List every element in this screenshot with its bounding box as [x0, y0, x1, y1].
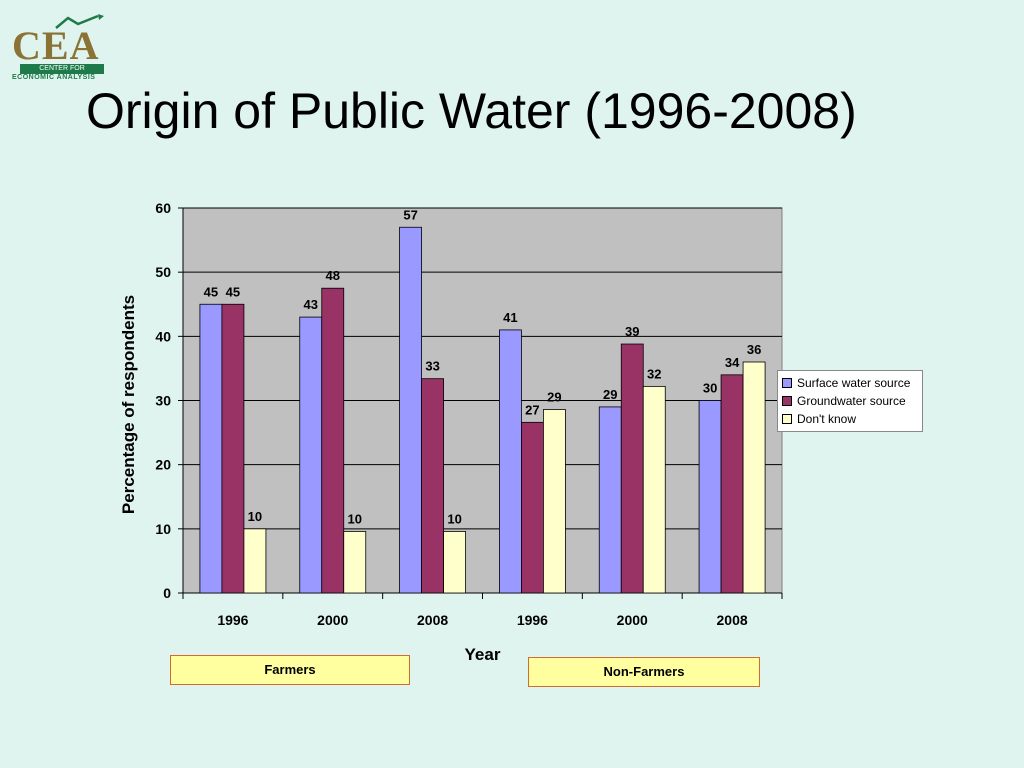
data-label: 57: [403, 207, 417, 222]
bar: [321, 287, 345, 594]
bar: [421, 378, 444, 594]
data-label: 39: [625, 324, 639, 339]
y-axis-title: Percentage of respondents: [119, 295, 138, 514]
group-label-farmers: Farmers: [170, 655, 410, 685]
legend-item-dont-know: Don't know: [782, 410, 922, 428]
data-label: 29: [603, 387, 617, 402]
legend-swatch-groundwater: [782, 396, 792, 406]
x-tick-label: 2008: [417, 612, 448, 628]
y-tick-label: 20: [155, 457, 171, 473]
bar: [742, 361, 766, 594]
x-tick-label: 2000: [317, 612, 348, 628]
legend-swatch-surface: [782, 378, 792, 388]
y-tick-label: 60: [155, 200, 171, 216]
data-label: 43: [304, 297, 318, 312]
data-label: 45: [226, 284, 240, 299]
logo-mark: CEA: [12, 23, 100, 68]
x-axis-title: Year: [465, 645, 501, 664]
bar: [399, 226, 422, 594]
data-label: 29: [547, 389, 561, 404]
bar: [543, 409, 566, 594]
bar: [720, 374, 744, 594]
x-tick-label: 2000: [617, 612, 648, 628]
x-tick-label: 1996: [517, 612, 548, 628]
bar: [343, 531, 367, 594]
data-label: 10: [248, 509, 262, 524]
slide-title: Origin of Public Water (1996-2008): [86, 83, 857, 139]
legend-item-groundwater: Groundwater source: [782, 392, 922, 410]
bar: [221, 303, 245, 594]
group-label-non-farmers: Non-Farmers: [528, 657, 760, 687]
y-tick-label: 40: [155, 328, 171, 344]
bar: [598, 406, 622, 594]
data-label: 33: [425, 359, 439, 374]
data-label: 48: [326, 268, 340, 283]
y-tick-label: 0: [163, 585, 171, 601]
data-label: 10: [348, 511, 362, 526]
data-label: 27: [525, 402, 539, 417]
legend-swatch-dont-know: [782, 414, 792, 424]
bar: [499, 329, 522, 594]
data-label: 34: [725, 355, 740, 370]
data-label: 10: [447, 511, 461, 526]
data-label: 30: [703, 381, 717, 396]
data-label: 32: [647, 366, 661, 381]
data-label: 36: [747, 342, 761, 357]
bar: [443, 531, 466, 594]
bar: [698, 400, 722, 594]
y-tick-label: 50: [155, 264, 171, 280]
logo-band-text: CENTER FOR: [20, 64, 104, 74]
trend-arrow-icon: [55, 14, 104, 29]
legend-label-dont-know: Don't know: [797, 412, 856, 426]
data-label: 41: [503, 310, 517, 325]
cea-logo: CEA CENTER FOR ECONOMIC ANALYSIS: [10, 14, 110, 84]
x-tick-label: 1996: [217, 612, 248, 628]
bar: [299, 316, 323, 594]
bar: [199, 303, 223, 594]
data-label: 45: [204, 284, 218, 299]
legend-item-surface: Surface water source: [782, 374, 922, 392]
x-tick-label: 2008: [717, 612, 748, 628]
bar: [243, 528, 267, 594]
chart-legend: Surface water source Groundwater source …: [777, 370, 923, 432]
legend-label-groundwater: Groundwater source: [797, 394, 906, 408]
logo-subtitle: ECONOMIC ANALYSIS: [12, 74, 96, 81]
bar: [521, 421, 544, 594]
bar: [620, 343, 644, 594]
y-tick-label: 10: [155, 521, 171, 537]
legend-label-surface: Surface water source: [797, 376, 911, 390]
bar: [642, 385, 666, 594]
y-tick-label: 30: [155, 393, 171, 409]
